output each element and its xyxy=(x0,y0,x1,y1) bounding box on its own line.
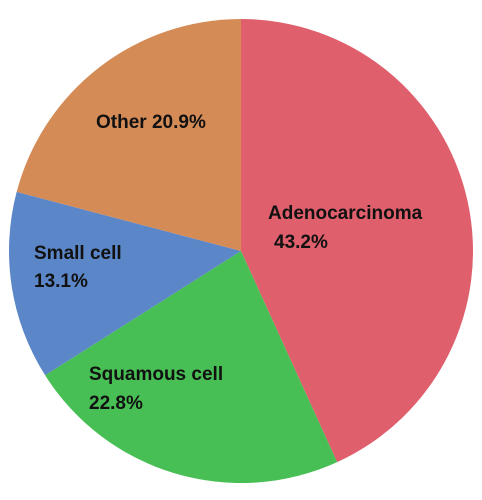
slice-label-small-cell: Small cell 13.1% xyxy=(34,243,127,292)
pie-slice-small-cell xyxy=(9,191,242,376)
pie-slices xyxy=(9,19,473,483)
pie-slice-other xyxy=(16,19,241,251)
pie-slice-squamous-cell xyxy=(45,251,338,483)
slice-label-squamous-cell: Squamous cell 22.8% xyxy=(89,364,228,414)
slice-label-adenocarcinoma: Adenocarcinoma 43.2% xyxy=(268,203,427,253)
slice-label-other: Other 20.9% xyxy=(96,112,206,133)
pie-slice-adenocarcinoma xyxy=(241,19,473,463)
